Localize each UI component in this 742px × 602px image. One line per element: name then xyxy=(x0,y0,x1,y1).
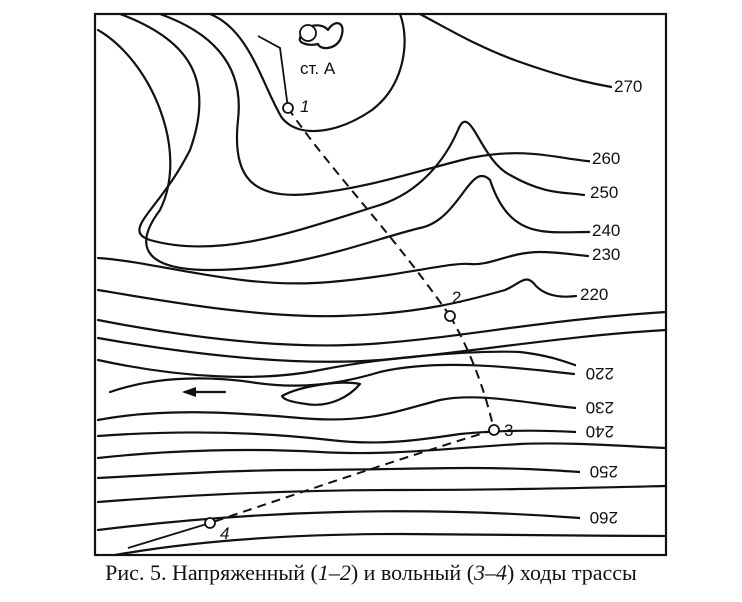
point-2-label: 2 xyxy=(452,288,461,307)
point-1-marker xyxy=(282,102,294,114)
point-3-marker xyxy=(488,424,500,436)
contour-labels-lower: 220 230 240 250 260 xyxy=(576,364,622,528)
point-1-label: 1 xyxy=(300,97,309,116)
contour-label-240: 240 xyxy=(592,221,620,240)
contour-label-240-south: 240 xyxy=(586,422,614,441)
contour-line-260 xyxy=(158,12,600,196)
route-station-to-1 xyxy=(257,35,289,109)
point-3-label: 3 xyxy=(504,421,513,440)
caption-suffix: ) ходы трассы xyxy=(507,560,637,585)
contour-line-220-south xyxy=(108,363,576,394)
contour-line-250 xyxy=(118,12,586,248)
contour-line-south-4 xyxy=(96,484,668,504)
point-4-label: 4 xyxy=(220,524,229,543)
caption-route-2: 3–4 xyxy=(474,560,508,585)
contour-label-250-south: 250 xyxy=(590,462,618,481)
route-4-tail xyxy=(127,522,211,549)
contour-line-south-6 xyxy=(113,532,668,557)
route-3-4 xyxy=(209,429,495,524)
figure-caption: Рис. 5. Напряженный (1–2) и вольный (3–4… xyxy=(0,560,742,586)
map-frame xyxy=(93,12,668,557)
contour-label-230: 230 xyxy=(592,245,620,264)
contour-label-270: 270 xyxy=(614,77,642,96)
contour-line-240 xyxy=(96,28,592,272)
contour-label-260: 260 xyxy=(592,149,620,168)
contour-oval xyxy=(280,381,362,406)
contour-label-220-south: 220 xyxy=(586,364,614,383)
contour-line-250-south xyxy=(96,466,582,480)
contour-line-230-south xyxy=(96,396,578,422)
contour-label-250: 250 xyxy=(590,183,618,202)
caption-middle: ) и вольный ( xyxy=(350,560,475,585)
contour-line-230 xyxy=(96,250,590,285)
caption-prefix: Рис. 5. Напряженный ( xyxy=(105,560,318,585)
contour-labels-upper: 270 260 250 240 230 220 xyxy=(578,76,654,304)
contour-line-south-mid xyxy=(96,442,668,460)
contour-label-220: 220 xyxy=(580,285,608,304)
contour-line-valley-3 xyxy=(96,350,592,378)
route-2-3 xyxy=(449,315,495,431)
contour-label-230-south: 230 xyxy=(586,398,614,417)
contour-line-260-south xyxy=(96,510,582,532)
arrow-head-icon xyxy=(182,387,196,397)
point-4-marker xyxy=(204,517,216,529)
caption-route-1: 1–2 xyxy=(317,560,351,585)
station-label: ст. А xyxy=(300,59,336,78)
contour-line-220 xyxy=(96,278,578,318)
station-a-marker xyxy=(299,24,317,42)
contour-line-240-south xyxy=(96,429,578,444)
route-1-2 xyxy=(287,107,451,317)
contour-label-260-south: 260 xyxy=(590,508,618,527)
contour-line-valley-1 xyxy=(96,310,668,347)
contour-line-summit xyxy=(298,22,344,50)
contour-line-270 xyxy=(208,12,654,133)
point-2-marker xyxy=(444,310,456,322)
